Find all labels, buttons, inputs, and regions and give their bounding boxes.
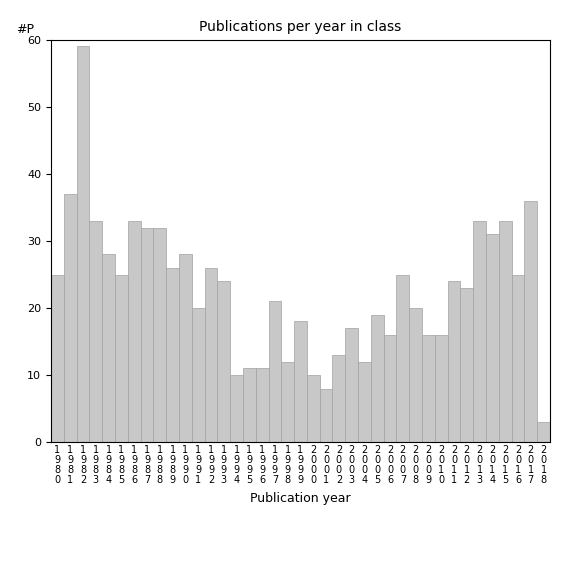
Bar [422, 335, 435, 442]
Bar [154, 227, 166, 442]
Bar [128, 221, 141, 442]
Bar [345, 328, 358, 442]
Bar [294, 321, 307, 442]
Bar [358, 362, 371, 442]
Bar [460, 288, 473, 442]
Bar [447, 281, 460, 442]
Bar [179, 255, 192, 442]
Bar [243, 369, 256, 442]
Bar [64, 194, 77, 442]
Bar [511, 274, 524, 442]
Bar [371, 315, 384, 442]
Bar [51, 274, 64, 442]
Bar [499, 221, 511, 442]
Bar [102, 255, 115, 442]
Bar [524, 201, 537, 442]
Bar [256, 369, 269, 442]
Bar [217, 281, 230, 442]
Bar [473, 221, 486, 442]
Bar [486, 234, 499, 442]
Text: #P: #P [16, 23, 34, 36]
Bar [192, 308, 205, 442]
Bar [205, 268, 217, 442]
Bar [269, 302, 281, 442]
Bar [307, 375, 320, 442]
Bar [230, 375, 243, 442]
Bar [537, 422, 550, 442]
X-axis label: Publication year: Publication year [250, 492, 351, 505]
Bar [320, 388, 332, 442]
Bar [90, 221, 102, 442]
Bar [332, 355, 345, 442]
Bar [435, 335, 447, 442]
Bar [77, 46, 90, 442]
Bar [115, 274, 128, 442]
Bar [166, 268, 179, 442]
Title: Publications per year in class: Publications per year in class [200, 20, 401, 35]
Bar [396, 274, 409, 442]
Bar [141, 227, 154, 442]
Bar [409, 308, 422, 442]
Bar [384, 335, 396, 442]
Bar [281, 362, 294, 442]
